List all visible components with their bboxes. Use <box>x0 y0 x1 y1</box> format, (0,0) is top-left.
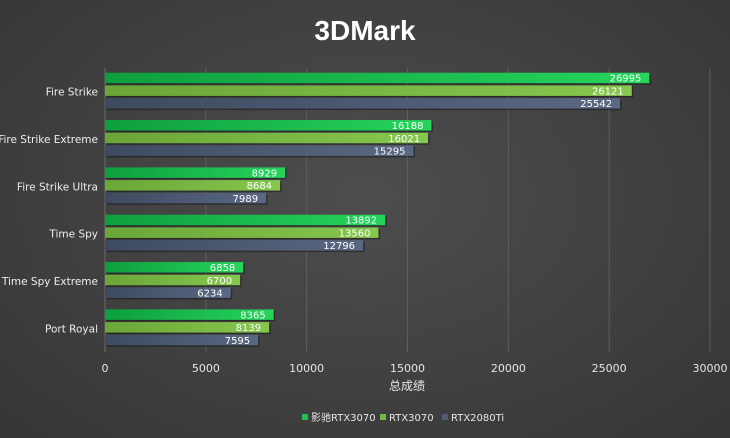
category-label: Fire Strike Ultra <box>17 181 98 193</box>
data-label: 15295 <box>374 146 406 157</box>
data-label: 6700 <box>207 276 232 287</box>
bar <box>105 240 364 251</box>
category-label: Fire Strike Extreme <box>0 134 98 146</box>
legend-label: RTX2080Ti <box>451 413 504 424</box>
data-label: 26995 <box>610 74 642 85</box>
data-label: 16188 <box>392 121 424 132</box>
data-label: 26121 <box>592 86 624 97</box>
legend: 影驰RTX3070 RTX3070 RTX2080Ti <box>302 411 504 424</box>
data-label: 8139 <box>236 323 261 334</box>
x-tick-label: 5000 <box>192 362 220 375</box>
data-label: 25542 <box>580 99 612 110</box>
data-label: 13892 <box>345 216 377 227</box>
legend-label: 影驰RTX3070 <box>311 411 376 424</box>
bar <box>105 98 621 109</box>
bar <box>105 192 267 204</box>
bar <box>105 322 270 333</box>
bar <box>105 145 414 156</box>
x-tick-label: 20000 <box>491 362 526 375</box>
bar <box>105 274 241 286</box>
x-tick-labels: 0 5000 10000 15000 20000 25000 30000 <box>102 362 728 375</box>
bar <box>105 167 286 178</box>
legend-swatch <box>380 414 386 420</box>
data-label: 7989 <box>233 194 258 205</box>
category-label: Port Royal <box>45 323 98 335</box>
data-label: 8929 <box>252 168 277 179</box>
bar <box>105 262 244 273</box>
data-label: 8684 <box>247 181 272 192</box>
x-tick-label: 15000 <box>390 362 425 375</box>
bar <box>105 287 231 298</box>
category-label: Fire Strike <box>46 87 98 99</box>
category-labels: Fire Strike Fire Strike Extreme Fire Strik… <box>0 87 98 336</box>
legend-label: RTX3070 <box>389 413 434 424</box>
data-label: 16021 <box>388 134 420 145</box>
gridlines <box>104 68 711 352</box>
category-label: Time Spy Extreme <box>1 276 98 288</box>
bar <box>105 132 429 144</box>
legend-swatch <box>442 414 448 420</box>
chart-title: 3DMark <box>314 15 416 46</box>
x-tick-label: 25000 <box>592 362 627 375</box>
bar <box>105 180 281 191</box>
data-label: 7595 <box>225 336 250 347</box>
bar <box>105 72 650 84</box>
bar <box>105 85 632 96</box>
bar <box>105 120 432 131</box>
data-label: 6858 <box>210 263 235 274</box>
x-axis-title: 总成绩 <box>389 379 425 393</box>
bar <box>105 309 274 320</box>
bar <box>105 214 386 226</box>
legend-swatch <box>302 414 308 420</box>
x-tick-label: 0 <box>102 362 109 375</box>
data-label: 6234 <box>197 288 222 299</box>
bar <box>105 334 259 346</box>
x-tick-label: 30000 <box>693 362 728 375</box>
data-label: 13560 <box>339 228 371 239</box>
bar <box>105 227 379 238</box>
data-label: 8365 <box>240 310 265 321</box>
x-tick-label: 10000 <box>289 362 324 375</box>
category-label: Time Spy <box>48 229 98 241</box>
data-label: 12796 <box>323 241 355 252</box>
